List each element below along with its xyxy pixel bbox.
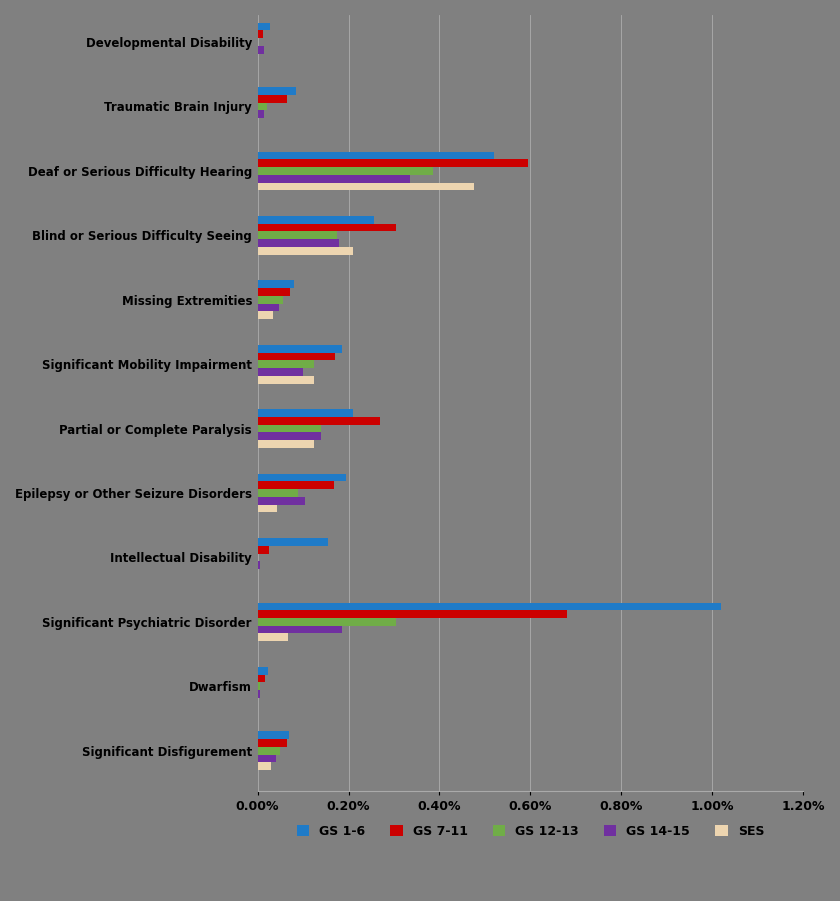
Bar (258, 633, 288, 642)
Bar (258, 360, 314, 368)
Bar (258, 87, 297, 95)
Bar (258, 247, 353, 255)
Bar (258, 667, 268, 675)
Bar (258, 603, 722, 610)
Bar (258, 538, 328, 546)
Bar (258, 561, 260, 569)
Bar (258, 690, 260, 698)
Bar (258, 682, 260, 690)
Bar (258, 175, 410, 183)
Bar (258, 625, 342, 633)
Bar (258, 489, 298, 496)
Bar (258, 183, 474, 190)
Bar (258, 432, 321, 441)
Bar (258, 441, 314, 448)
Bar (258, 151, 494, 159)
Bar (258, 732, 290, 739)
Bar (258, 46, 265, 54)
Bar (258, 747, 281, 754)
Bar (258, 167, 433, 175)
Bar (258, 739, 287, 747)
Bar (258, 31, 264, 38)
Bar (258, 762, 271, 770)
Bar (258, 675, 265, 682)
Bar (258, 474, 346, 481)
Bar (258, 232, 337, 239)
Legend: GS 1-6, GS 7-11, GS 12-13, GS 14-15, SES: GS 1-6, GS 7-11, GS 12-13, GS 14-15, SES (291, 820, 769, 842)
Bar (258, 618, 396, 625)
Bar (258, 610, 567, 618)
Bar (258, 280, 294, 288)
Bar (258, 288, 291, 296)
Bar (258, 159, 528, 167)
Bar (258, 409, 353, 417)
Bar (258, 312, 274, 319)
Bar (258, 95, 287, 103)
Bar (258, 223, 396, 232)
Bar (258, 368, 303, 376)
Bar (258, 481, 334, 489)
Bar (258, 239, 339, 247)
Bar (258, 546, 269, 553)
Bar (258, 352, 335, 360)
Bar (258, 103, 266, 110)
Bar (258, 23, 270, 31)
Bar (258, 296, 282, 304)
Bar (258, 754, 276, 762)
Bar (258, 424, 321, 432)
Bar (258, 496, 305, 505)
Bar (258, 417, 381, 424)
Bar (258, 110, 265, 118)
Bar (258, 304, 280, 312)
Bar (258, 216, 374, 223)
Bar (258, 505, 276, 513)
Bar (258, 345, 342, 352)
Bar (258, 376, 314, 384)
